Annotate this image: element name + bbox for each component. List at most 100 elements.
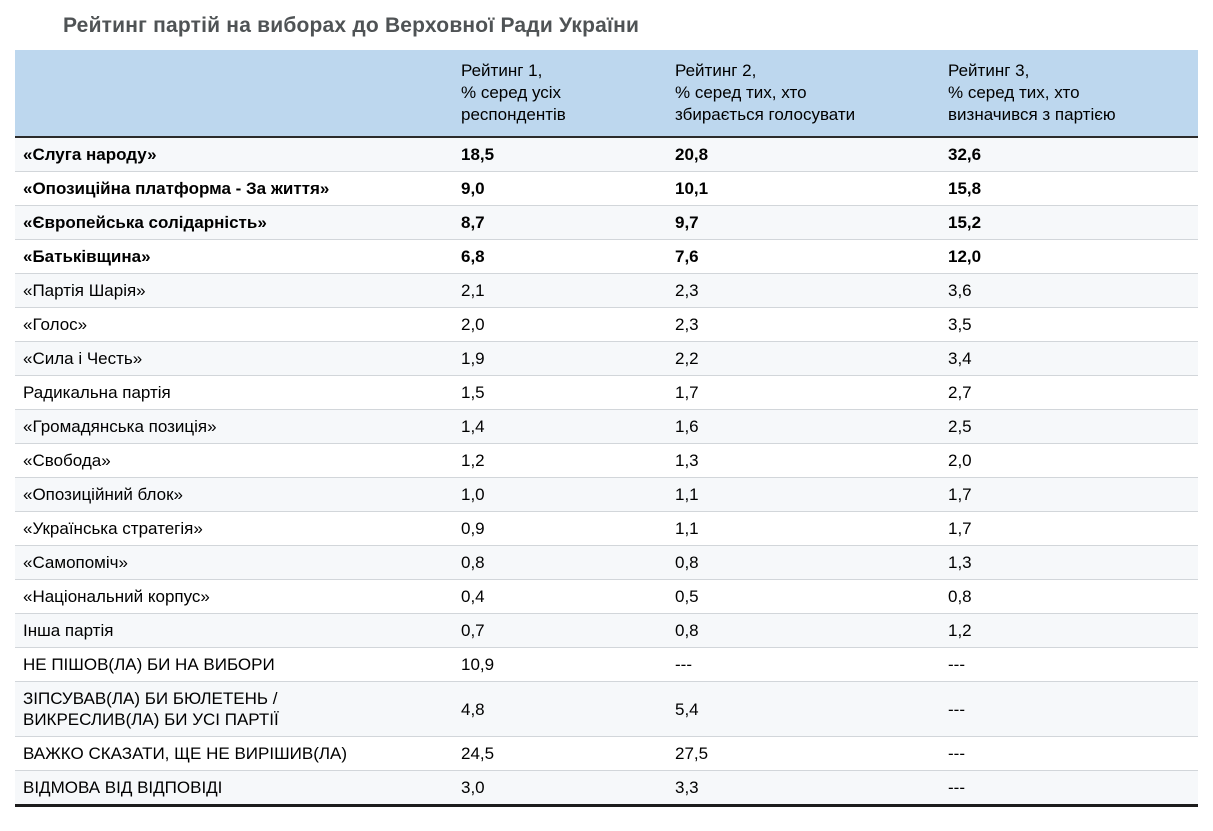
ratings-table: Рейтинг 1, % серед усіх респондентів Рейт… <box>15 50 1198 807</box>
value-cell: 3,6 <box>940 273 1198 308</box>
value-cell: 0,9 <box>453 511 667 546</box>
table-row: «Батьківщина» 6,8 7,6 12,0 <box>15 239 1198 274</box>
table-body: «Слуга народу» 18,5 20,8 32,6 «Опозиційна пл… <box>15 137 1198 807</box>
value-cell: 3,3 <box>667 770 940 807</box>
value-cell: 7,6 <box>667 239 940 274</box>
column-header: Рейтинг 3, % серед тих, хто визначився з… <box>940 50 1198 138</box>
party-name-cell: Радикальна партія <box>15 375 453 410</box>
value-cell: 0,4 <box>453 579 667 614</box>
table-row: «Сила і Честь» 1,9 2,2 3,4 <box>15 341 1198 376</box>
value-cell: 3,5 <box>940 307 1198 342</box>
table-row: НЕ ПІШОВ(ЛА) БИ НА ВИБОРИ 10,9 --- --- <box>15 647 1198 682</box>
table-row: «Громадянська позиція» 1,4 1,6 2,5 <box>15 409 1198 444</box>
value-cell: 10,9 <box>453 647 667 682</box>
party-name-cell: «Опозиційна платформа - За життя» <box>15 171 453 206</box>
value-cell: 18,5 <box>453 137 667 172</box>
party-name-cell: НЕ ПІШОВ(ЛА) БИ НА ВИБОРИ <box>15 647 453 682</box>
table-row: «Національний корпус» 0,4 0,5 0,8 <box>15 579 1198 614</box>
value-cell: 0,8 <box>667 613 940 648</box>
value-cell: 0,8 <box>453 545 667 580</box>
party-name-cell: Інша партія <box>15 613 453 648</box>
party-name-cell: «Національний корпус» <box>15 579 453 614</box>
value-cell: 32,6 <box>940 137 1198 172</box>
value-cell: 1,3 <box>667 443 940 478</box>
party-name-cell: «Українська стратегія» <box>15 511 453 546</box>
party-name-cell: «Опозиційний блок» <box>15 477 453 512</box>
value-cell: 15,2 <box>940 205 1198 240</box>
value-cell: 2,0 <box>940 443 1198 478</box>
value-cell: 2,2 <box>667 341 940 376</box>
value-cell: 1,7 <box>940 511 1198 546</box>
table-row: «Опозиційна платформа - За життя» 9,0 10,1… <box>15 171 1198 206</box>
value-cell: --- <box>940 647 1198 682</box>
table-row: «Партія Шарія» 2,1 2,3 3,6 <box>15 273 1198 308</box>
value-cell: 1,7 <box>940 477 1198 512</box>
value-cell: 0,8 <box>667 545 940 580</box>
value-cell: --- <box>667 647 940 682</box>
table-header: Рейтинг 1, % серед усіх респондентів Рейт… <box>15 50 1198 138</box>
value-cell: 1,6 <box>667 409 940 444</box>
value-cell: 9,7 <box>667 205 940 240</box>
table-row: «Свобода» 1,2 1,3 2,0 <box>15 443 1198 478</box>
party-name-cell: «Слуга народу» <box>15 137 453 172</box>
value-cell: 3,4 <box>940 341 1198 376</box>
value-cell: 2,5 <box>940 409 1198 444</box>
table-row: ЗІПСУВАВ(ЛА) БИ БЮЛЕТЕНЬ / ВИКРЕСЛИВ(ЛА)… <box>15 681 1198 737</box>
table-row: «Слуга народу» 18,5 20,8 32,6 <box>15 137 1198 172</box>
value-cell: 20,8 <box>667 137 940 172</box>
value-cell: 15,8 <box>940 171 1198 206</box>
value-cell: 9,0 <box>453 171 667 206</box>
value-cell: 1,9 <box>453 341 667 376</box>
value-cell: 12,0 <box>940 239 1198 274</box>
table-row: «Українська стратегія» 0,9 1,1 1,7 <box>15 511 1198 546</box>
value-cell: 24,5 <box>453 736 667 771</box>
party-name-cell: «Свобода» <box>15 443 453 478</box>
value-cell: 1,3 <box>940 545 1198 580</box>
party-name-cell: «Батьківщина» <box>15 239 453 274</box>
party-name-cell: ВАЖКО СКАЗАТИ, ЩЕ НЕ ВИРІШИВ(ЛА) <box>15 736 453 771</box>
column-header: Рейтинг 1, % серед усіх респондентів <box>453 50 667 138</box>
table-row: «Європейська солідарність» 8,7 9,7 15,2 <box>15 205 1198 240</box>
header-row: Рейтинг 1, % серед усіх респондентів Рейт… <box>15 50 1198 138</box>
value-cell: 1,1 <box>667 477 940 512</box>
value-cell: --- <box>940 681 1198 737</box>
value-cell: 1,1 <box>667 511 940 546</box>
table-row: «Опозиційний блок» 1,0 1,1 1,7 <box>15 477 1198 512</box>
table-row: Радикальна партія 1,5 1,7 2,7 <box>15 375 1198 410</box>
value-cell: --- <box>940 770 1198 807</box>
value-cell: 0,5 <box>667 579 940 614</box>
party-name-cell: «Сила і Честь» <box>15 341 453 376</box>
party-name-cell: ЗІПСУВАВ(ЛА) БИ БЮЛЕТЕНЬ / ВИКРЕСЛИВ(ЛА)… <box>15 681 453 737</box>
value-cell: 1,5 <box>453 375 667 410</box>
value-cell: 2,3 <box>667 307 940 342</box>
corner-cell <box>15 50 453 138</box>
value-cell: 1,4 <box>453 409 667 444</box>
party-name-cell: «Самопоміч» <box>15 545 453 580</box>
value-cell: 4,8 <box>453 681 667 737</box>
value-cell: 1,0 <box>453 477 667 512</box>
party-name-cell: ВІДМОВА ВІД ВІДПОВІДІ <box>15 770 453 807</box>
value-cell: 6,8 <box>453 239 667 274</box>
value-cell: 2,3 <box>667 273 940 308</box>
value-cell: 8,7 <box>453 205 667 240</box>
value-cell: 1,2 <box>940 613 1198 648</box>
value-cell: 27,5 <box>667 736 940 771</box>
table-row: ВІДМОВА ВІД ВІДПОВІДІ 3,0 3,3 --- <box>15 770 1198 807</box>
value-cell: 1,7 <box>667 375 940 410</box>
page-title: Рейтинг партій на виборах до Верховної Р… <box>63 14 640 37</box>
value-cell: 2,1 <box>453 273 667 308</box>
value-cell: 2,0 <box>453 307 667 342</box>
party-name-cell: «Європейська солідарність» <box>15 205 453 240</box>
table-row: ВАЖКО СКАЗАТИ, ЩЕ НЕ ВИРІШИВ(ЛА) 24,5 27,5… <box>15 736 1198 771</box>
value-cell: 1,2 <box>453 443 667 478</box>
value-cell: 5,4 <box>667 681 940 737</box>
value-cell: 10,1 <box>667 171 940 206</box>
table-row: «Голос» 2,0 2,3 3,5 <box>15 307 1198 342</box>
value-cell: --- <box>940 736 1198 771</box>
table-row: «Самопоміч» 0,8 0,8 1,3 <box>15 545 1198 580</box>
party-name-cell: «Голос» <box>15 307 453 342</box>
value-cell: 2,7 <box>940 375 1198 410</box>
table-row: Інша партія 0,7 0,8 1,2 <box>15 613 1198 648</box>
value-cell: 0,7 <box>453 613 667 648</box>
